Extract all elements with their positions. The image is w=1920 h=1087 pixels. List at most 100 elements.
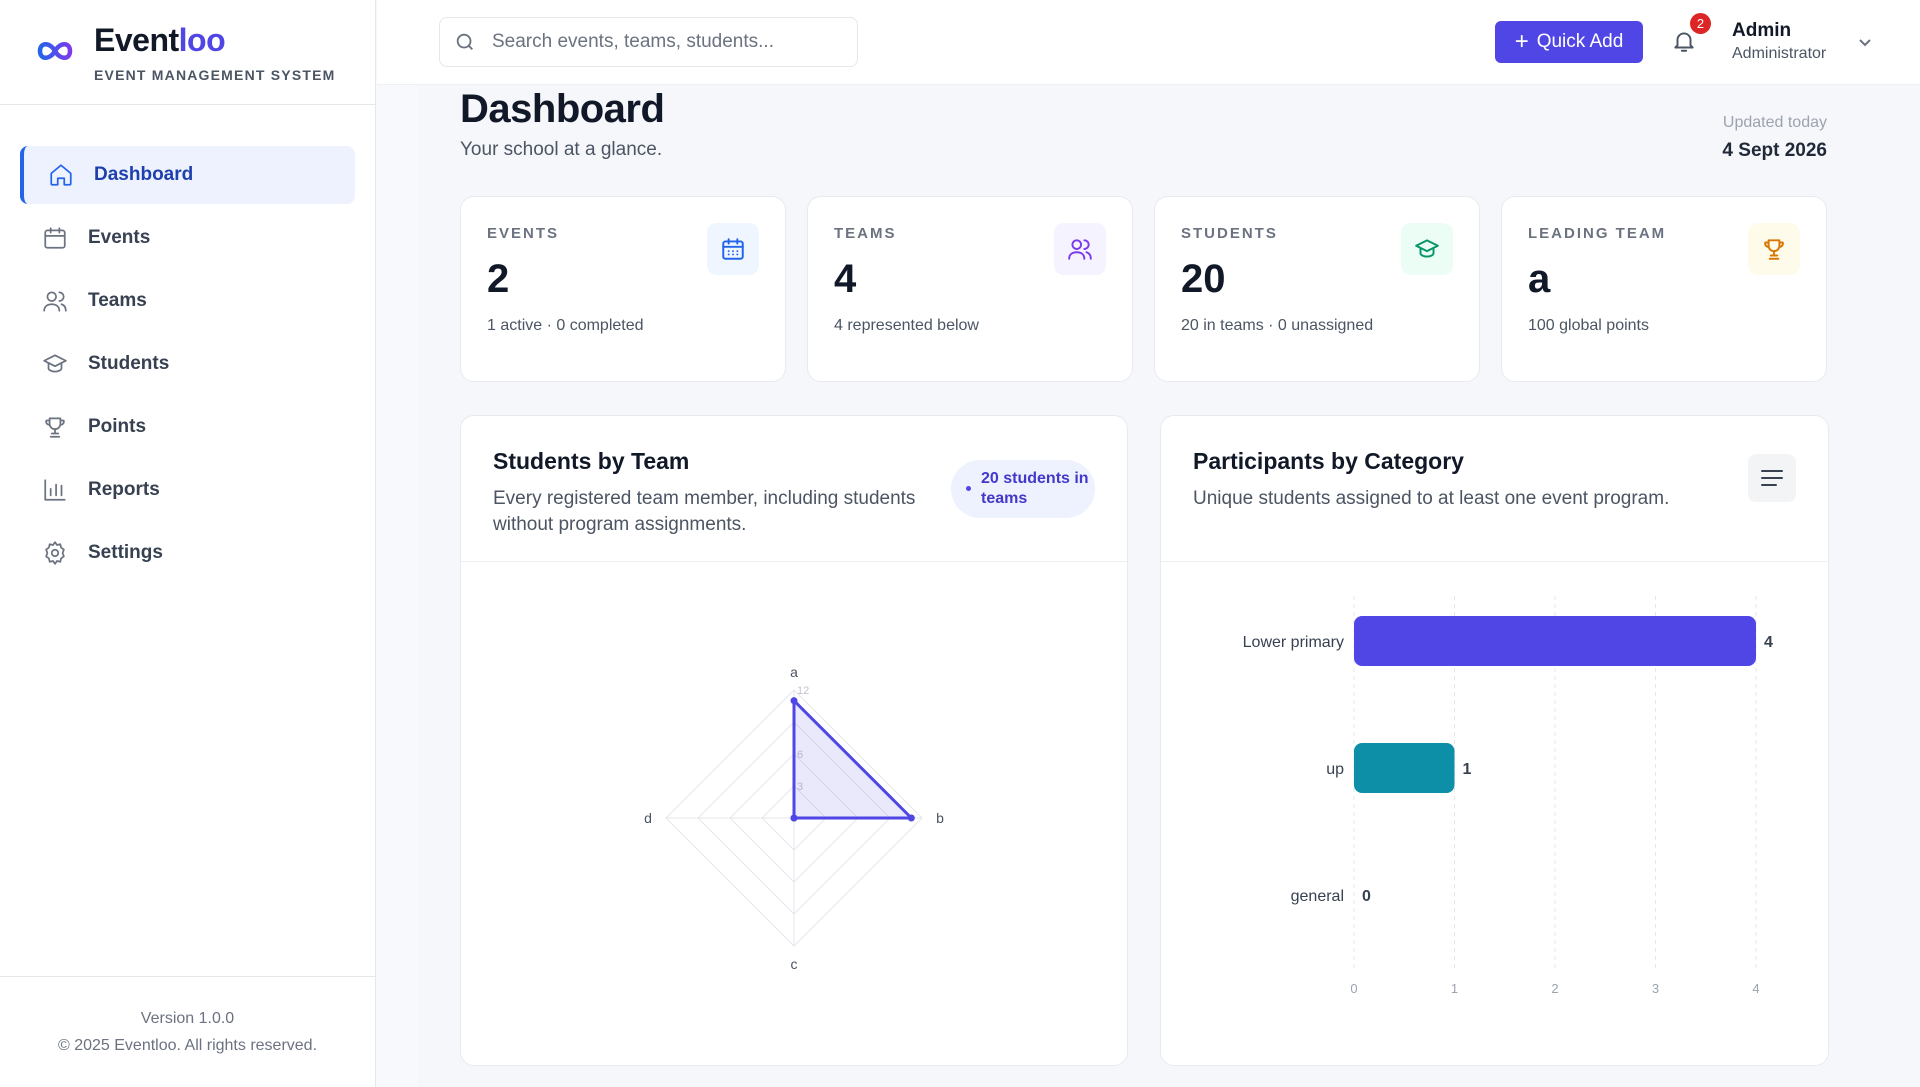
notifications-button[interactable]: [1671, 28, 1699, 56]
x-tick-label: 2: [1551, 981, 1558, 996]
chevron-down-icon: [1859, 39, 1871, 47]
radar-point: [790, 697, 798, 705]
students-count-badge: 20 students in teams: [951, 460, 1095, 518]
radar-tick-label: 6: [797, 749, 803, 761]
x-tick-label: 0: [1350, 981, 1357, 996]
bar: [1354, 616, 1756, 666]
users-icon: [1054, 223, 1106, 275]
sidebar-item-label: Dashboard: [94, 164, 194, 185]
brand-subtitle: EVENT MANAGEMENT SYSTEM: [94, 67, 336, 83]
stat-card-events[interactable]: EVENTS 2 1 active · 0 completed: [460, 196, 786, 382]
radar-tick-label: 12: [797, 685, 809, 697]
gear-icon: [45, 541, 65, 565]
sidebar-item-reports[interactable]: Reports: [20, 461, 355, 519]
panel-subtitle: Unique students assigned to at least one…: [1193, 488, 1670, 509]
sidebar-item-dashboard[interactable]: Dashboard: [20, 146, 355, 204]
panel-title: Participants by Category: [1193, 448, 1464, 474]
sidebar-footer: Version 1.0.0 © 2025 Eventloo. All right…: [0, 976, 375, 1087]
category-label: Lower primary: [1243, 634, 1344, 651]
notification-badge: 2: [1690, 13, 1711, 34]
stat-value: 2: [487, 257, 510, 301]
sidebar-item-settings[interactable]: Settings: [20, 524, 355, 582]
stat-card-leading-team[interactable]: LEADING TEAM a 100 global points: [1501, 196, 1827, 382]
user-role: Administrator: [1732, 45, 1827, 62]
x-tick-label: 1: [1451, 981, 1458, 996]
infinity-logo-icon: [37, 42, 73, 60]
stat-note: 100 global points: [1528, 317, 1649, 334]
sidebar-item-events[interactable]: Events: [20, 209, 355, 267]
bar-value-label: 1: [1463, 761, 1472, 778]
sidebar-item-label: Settings: [88, 542, 163, 563]
trophy-icon: [1748, 223, 1800, 275]
page-title: Dashboard: [460, 87, 665, 131]
menu-lines-icon: [1761, 470, 1783, 486]
radar-axis-label: d: [644, 810, 652, 826]
updated-label: Updated today: [1722, 114, 1827, 131]
bell-icon: [1674, 32, 1694, 52]
bar-chart-icon: [44, 479, 66, 501]
topbar: + Quick Add 2 Admin Administrator: [377, 0, 1920, 85]
main-content: Dashboard Your school at a glance. Updat…: [418, 85, 1920, 1087]
sidebar-nav: Dashboard Events Teams Students Points R…: [20, 146, 355, 587]
sidebar-item-label: Points: [88, 416, 147, 437]
x-tick-label: 4: [1752, 981, 1759, 996]
bar-value-label: 0: [1362, 888, 1371, 905]
user-name[interactable]: Admin: [1732, 20, 1792, 41]
calendar-icon: [707, 223, 759, 275]
chart-menu-button[interactable]: [1748, 454, 1796, 502]
stat-note: 1 active · 0 completed: [487, 317, 644, 334]
panel-subtitle: Every registered team member, including …: [493, 488, 916, 535]
sidebar: Eventloo EVENT MANAGEMENT SYSTEM Dashboa…: [0, 0, 376, 1087]
version-text: Version 1.0.0: [140, 1010, 235, 1027]
brand: Eventloo EVENT MANAGEMENT SYSTEM: [0, 0, 375, 105]
stat-card-students[interactable]: STUDENTS 20 20 in teams · 0 unassigned: [1154, 196, 1480, 382]
category-label: general: [1291, 888, 1344, 905]
sidebar-item-students[interactable]: Students: [20, 335, 355, 393]
quick-add-label: Quick Add: [1536, 31, 1624, 52]
stat-label: TEAMS: [834, 225, 897, 242]
graduation-cap-icon: [43, 354, 67, 373]
x-tick-label: 3: [1652, 981, 1659, 996]
search-input[interactable]: [492, 31, 852, 53]
sidebar-item-label: Students: [88, 353, 170, 374]
bar-value-label: 4: [1764, 634, 1773, 651]
radar-series-area: [792, 699, 913, 820]
stat-label: STUDENTS: [1181, 225, 1278, 242]
stat-value: 20: [1181, 257, 1226, 301]
radar-tick-label: 3: [797, 781, 803, 793]
sidebar-item-label: Events: [88, 227, 151, 248]
sidebar-item-label: Reports: [88, 479, 160, 500]
user-menu-toggle[interactable]: [1857, 34, 1873, 50]
calendar-icon: [44, 227, 66, 249]
sidebar-item-points[interactable]: Points: [20, 398, 355, 456]
users-icon: [43, 291, 67, 312]
panel-header: Participants by Category Unique students…: [1161, 416, 1828, 562]
stat-note: 4 represented below: [834, 317, 979, 334]
panel-title: Students by Team: [493, 448, 690, 474]
students-by-team-panel: Students by Team Every registered team m…: [460, 415, 1128, 1066]
stat-note: 20 in teams · 0 unassigned: [1181, 317, 1374, 334]
search-icon: [456, 33, 473, 50]
sidebar-item-teams[interactable]: Teams: [20, 272, 355, 330]
plus-icon: +: [1514, 28, 1529, 55]
radar-point: [790, 814, 798, 822]
stat-label: LEADING TEAM: [1528, 225, 1667, 242]
sidebar-item-label: Teams: [88, 290, 147, 311]
home-icon: [50, 164, 72, 186]
search-box[interactable]: [439, 17, 858, 67]
page-subtitle: Your school at a glance.: [460, 139, 663, 160]
graduation-cap-icon: [1401, 223, 1453, 275]
brand-name[interactable]: Eventloo: [94, 22, 226, 58]
radar-point: [907, 814, 915, 822]
stat-card-teams[interactable]: TEAMS 4 4 represented below: [807, 196, 1133, 382]
bar: [1354, 743, 1455, 793]
quick-add-button[interactable]: + Quick Add: [1495, 21, 1643, 63]
bar-chart: 0 1 2 3 4 Lower primary 4 up 1 general 0: [1243, 596, 1773, 996]
radar-axis-label: c: [791, 956, 798, 972]
category-label: up: [1326, 761, 1344, 778]
updated-date: 4 Sept 2026: [1722, 140, 1827, 161]
stat-value: a: [1528, 257, 1551, 301]
trophy-icon: [45, 417, 65, 438]
stat-value: 4: [834, 257, 857, 301]
panel-header: Students by Team Every registered team m…: [461, 416, 1127, 562]
